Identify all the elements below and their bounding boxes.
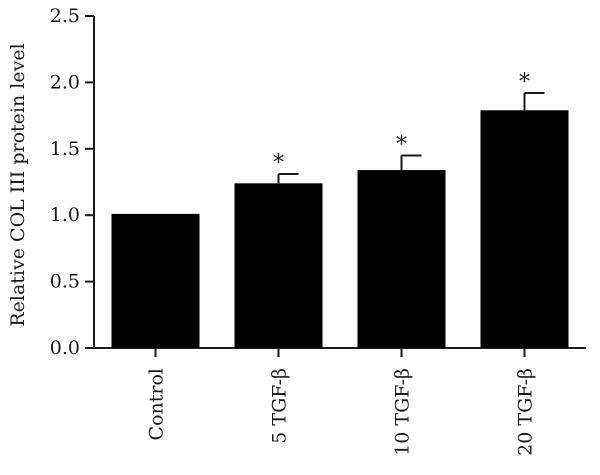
- significance-markers: * * *: [273, 70, 530, 176]
- error-bars: [277, 92, 545, 184]
- significance-star: *: [273, 151, 284, 176]
- x-tick-label: 10 TGF-β: [392, 368, 414, 456]
- y-tick-label: 2.5: [50, 5, 80, 27]
- y-tick-label: 1.0: [50, 204, 80, 226]
- x-tick-label: Control: [146, 368, 168, 440]
- y-tick-label: 1.5: [50, 138, 80, 160]
- x-axis: [94, 347, 586, 357]
- x-tick-label: 5 TGF-β: [269, 368, 291, 444]
- bar: [480, 110, 569, 349]
- bar: [111, 213, 200, 348]
- bar: [357, 170, 446, 348]
- y-tick-label: 0.0: [50, 337, 80, 359]
- category-labels: Control 5 TGF-β 10 TGF-β 20 TGF-β: [146, 368, 537, 456]
- y-axis-title: Relative COL III protein level: [7, 43, 29, 326]
- y-tick-label: 0.5: [50, 271, 80, 293]
- bar: [234, 183, 323, 348]
- y-tick-label: 2.0: [50, 71, 80, 93]
- significance-star: *: [519, 70, 530, 95]
- x-tick-label: 20 TGF-β: [515, 368, 537, 456]
- significance-star: *: [396, 132, 407, 157]
- bars: [111, 110, 569, 349]
- y-axis: 0.0 0.5 1.0 1.5 2.0 2.5: [50, 5, 95, 359]
